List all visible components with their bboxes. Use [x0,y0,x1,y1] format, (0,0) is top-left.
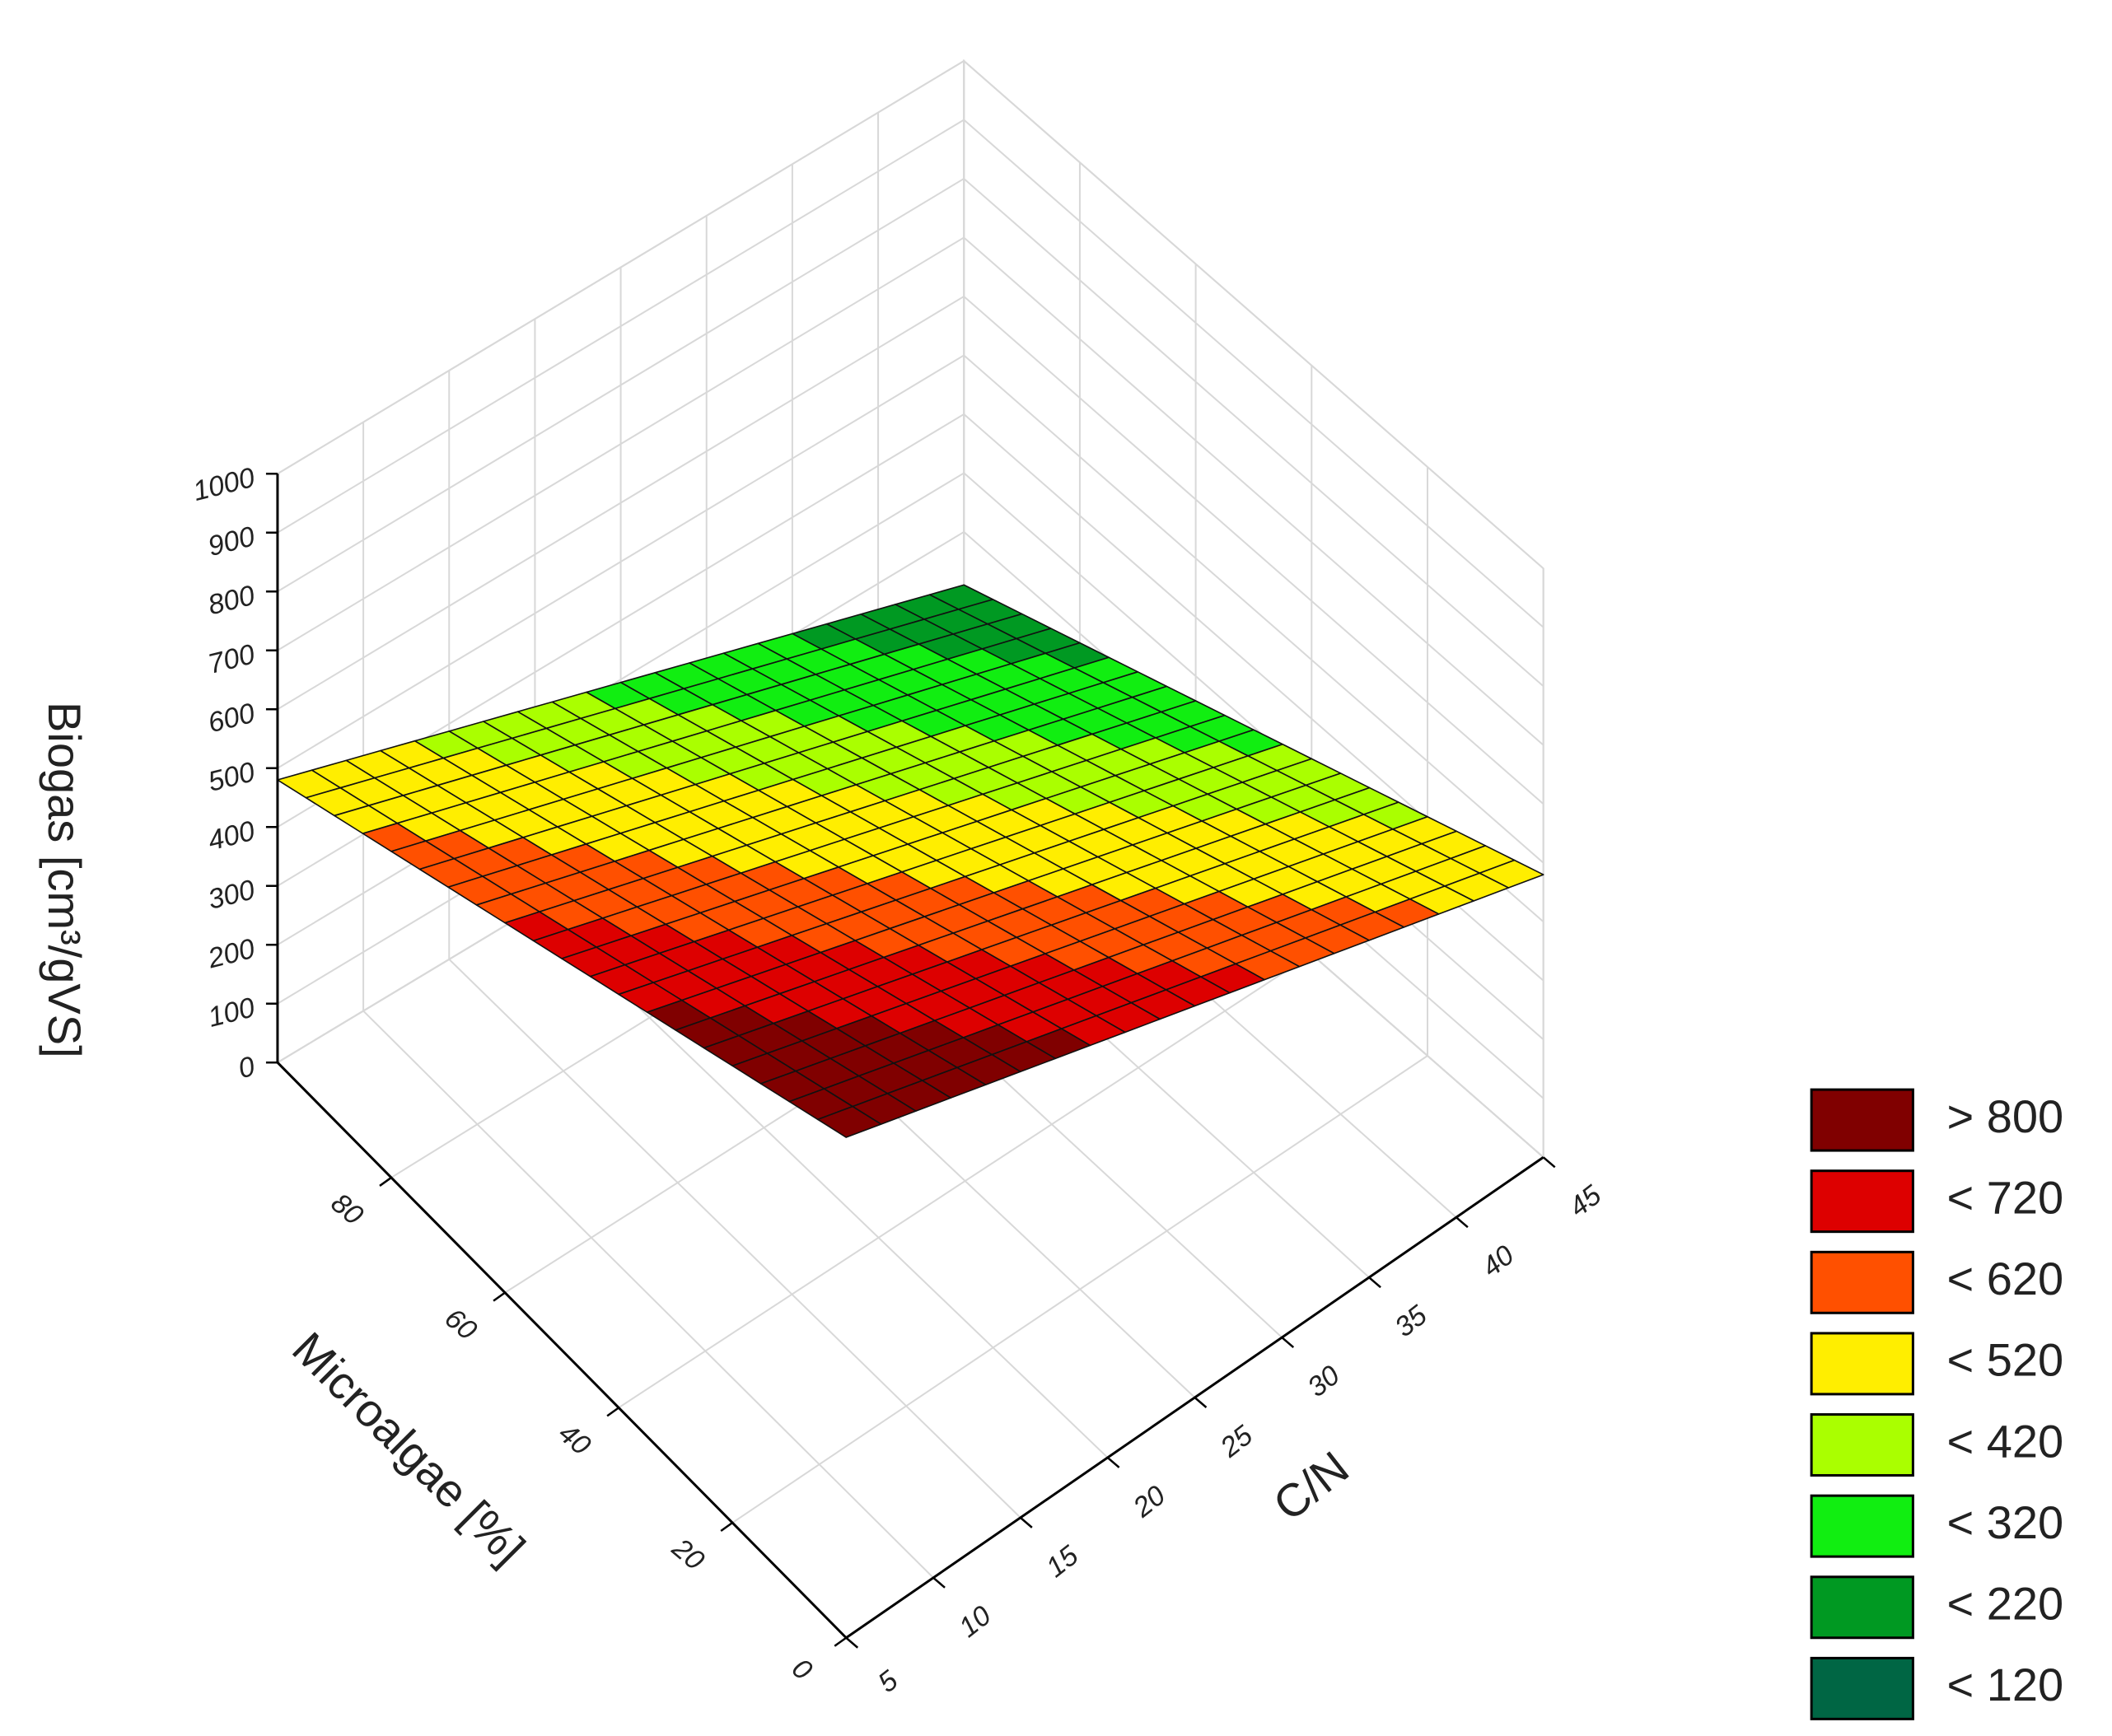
grid-line [277,354,965,769]
x-tick [1194,1397,1208,1408]
z-tick-label: 700 [205,638,258,680]
grid-line [963,178,1544,688]
z-tick-label: 1000 [189,462,258,507]
legend-label: < 320 [1946,1496,2063,1548]
y-tick [720,1522,733,1533]
x-tick-label: 5 [872,1664,904,1699]
grid-line [963,60,1544,570]
legend-label: > 800 [1946,1090,2063,1142]
x-tick-label: 30 [1301,1360,1345,1403]
grid-line [963,354,1544,864]
y-tick [834,1636,847,1647]
x-tick-label: 35 [1389,1300,1432,1343]
y-tick [379,1176,392,1187]
grid-line [618,953,1312,1409]
legend-swatch [1810,1088,1914,1152]
legend-label: < 420 [1946,1415,2063,1467]
z-tick-label: 500 [205,756,258,798]
grid-line [277,236,965,651]
x-axis-title: C/N [1264,1441,1358,1531]
x-tick [1368,1276,1381,1289]
grid-line [362,1010,934,1579]
x-axis [845,1156,1544,1639]
legend-label: < 720 [1946,1171,2063,1223]
legend-swatch [1810,1332,1914,1396]
surface-cell [816,1105,882,1138]
y-tick [493,1291,506,1302]
y-tick-label: 40 [553,1417,596,1461]
grid-line [277,178,965,593]
x-tick [1106,1456,1120,1468]
x-tick [932,1576,946,1589]
grid-line [963,296,1544,805]
grid-line [277,119,965,534]
y-tick-label: 80 [325,1188,369,1231]
z-tick-label: 600 [205,698,258,740]
z-axis-title: Biogas [cm³/gVS] [39,702,91,1058]
y-tick-label: 0 [786,1653,818,1687]
z-tick-label: 200 [204,933,258,975]
z-tick-label: 0 [235,1051,258,1085]
legend: > 800 < 720 < 620 < 520 < 420 < 320 < 220 < 120 [1810,1088,2063,1720]
x-tick-label: 10 [953,1600,997,1644]
surface [277,584,1544,1138]
legend-swatch [1810,1575,1914,1640]
grid-line [448,959,1021,1519]
y-tick-label: 20 [666,1532,710,1576]
z-tick-label: 100 [205,992,258,1034]
x-tick [1020,1516,1033,1528]
legend-swatch [1810,1250,1914,1314]
x-tick [845,1636,859,1649]
z-tick-label: 400 [205,815,258,857]
grid-line [731,1055,1428,1524]
legend-label: < 520 [1946,1334,2063,1386]
z-tick-label: 300 [205,874,258,916]
legend-label: < 220 [1946,1578,2063,1630]
grid-line [963,119,1544,628]
x-tick-label: 20 [1127,1480,1171,1524]
legend-label: < 120 [1946,1659,2063,1710]
y-axis [276,1062,848,1639]
legend-label: < 620 [1946,1253,2063,1304]
y-tick-label: 60 [439,1302,483,1346]
z-tick-label: 900 [205,520,258,562]
legend-swatch [1810,1656,1914,1720]
x-tick-label: 45 [1563,1179,1607,1223]
x-tick-label: 15 [1040,1540,1084,1584]
x-tick [1542,1156,1556,1169]
grid-line [963,236,1544,746]
x-tick [1456,1216,1469,1229]
x-tick [1281,1337,1295,1349]
legend-swatch [1810,1413,1914,1477]
x-tick-label: 25 [1214,1420,1259,1464]
z-tick-label: 800 [205,580,258,622]
x-tick-label: 40 [1476,1239,1520,1283]
grid-line [277,60,965,475]
y-axis-title: Microalgae [%] [283,1322,535,1574]
legend-swatch [1810,1494,1914,1558]
legend-swatch [1810,1169,1914,1234]
grid-line [277,296,965,711]
y-tick [606,1407,619,1417]
